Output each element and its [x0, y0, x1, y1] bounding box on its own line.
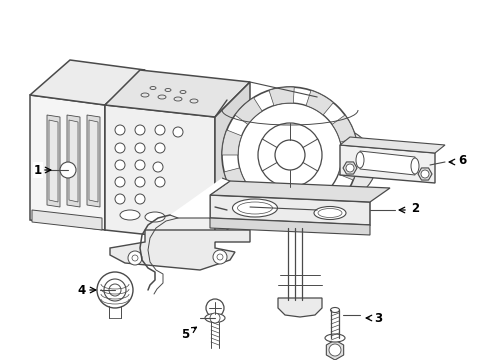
Ellipse shape — [150, 86, 156, 90]
Polygon shape — [49, 120, 58, 202]
Ellipse shape — [190, 99, 198, 103]
Circle shape — [97, 272, 133, 308]
Circle shape — [213, 250, 227, 264]
Circle shape — [115, 125, 125, 135]
Polygon shape — [306, 90, 333, 115]
Polygon shape — [318, 185, 345, 212]
Circle shape — [206, 299, 224, 317]
Text: 5: 5 — [181, 328, 189, 342]
Ellipse shape — [205, 314, 225, 323]
Polygon shape — [224, 168, 248, 195]
Circle shape — [132, 255, 138, 261]
Text: 3: 3 — [374, 311, 382, 324]
Circle shape — [329, 344, 341, 356]
Polygon shape — [210, 181, 390, 202]
Polygon shape — [69, 120, 78, 202]
Circle shape — [238, 103, 342, 207]
Ellipse shape — [120, 210, 140, 220]
Ellipse shape — [180, 90, 186, 94]
Ellipse shape — [318, 208, 342, 217]
Circle shape — [104, 279, 126, 301]
Polygon shape — [210, 195, 370, 225]
Circle shape — [346, 164, 354, 172]
Polygon shape — [170, 178, 230, 218]
Polygon shape — [360, 151, 415, 175]
Circle shape — [421, 170, 429, 178]
Ellipse shape — [330, 307, 340, 312]
Ellipse shape — [174, 97, 182, 101]
Ellipse shape — [314, 207, 346, 220]
Polygon shape — [89, 120, 98, 202]
Ellipse shape — [141, 93, 149, 97]
Polygon shape — [67, 115, 80, 207]
Circle shape — [115, 160, 125, 170]
Ellipse shape — [325, 334, 345, 342]
Polygon shape — [278, 298, 322, 317]
Polygon shape — [105, 70, 145, 230]
Circle shape — [128, 251, 142, 265]
Circle shape — [155, 177, 165, 187]
Polygon shape — [246, 195, 274, 220]
Circle shape — [115, 177, 125, 187]
Polygon shape — [326, 340, 343, 360]
Circle shape — [135, 177, 145, 187]
Polygon shape — [339, 155, 358, 180]
Polygon shape — [343, 162, 357, 174]
Ellipse shape — [356, 152, 364, 168]
Circle shape — [135, 160, 145, 170]
Text: 6: 6 — [458, 153, 466, 166]
Text: 4: 4 — [78, 284, 86, 297]
Polygon shape — [235, 98, 262, 125]
Circle shape — [135, 143, 145, 153]
Circle shape — [135, 194, 145, 204]
Ellipse shape — [165, 89, 171, 91]
Polygon shape — [47, 115, 60, 207]
Polygon shape — [332, 115, 356, 142]
Circle shape — [222, 87, 358, 223]
Polygon shape — [418, 168, 432, 180]
Circle shape — [153, 162, 163, 172]
Polygon shape — [340, 137, 445, 153]
Polygon shape — [30, 60, 145, 105]
Ellipse shape — [411, 158, 419, 174]
Circle shape — [115, 143, 125, 153]
Circle shape — [155, 125, 165, 135]
Circle shape — [258, 123, 322, 187]
Ellipse shape — [240, 121, 376, 209]
Polygon shape — [110, 230, 250, 270]
Circle shape — [275, 140, 305, 170]
Polygon shape — [269, 87, 294, 105]
Ellipse shape — [238, 202, 272, 214]
Ellipse shape — [232, 199, 277, 217]
Circle shape — [210, 313, 220, 323]
Circle shape — [135, 125, 145, 135]
Polygon shape — [210, 218, 370, 235]
Polygon shape — [32, 210, 102, 230]
Text: 1: 1 — [34, 163, 42, 176]
Polygon shape — [222, 130, 242, 155]
Polygon shape — [87, 115, 100, 207]
Polygon shape — [215, 82, 250, 242]
Circle shape — [115, 194, 125, 204]
Polygon shape — [105, 105, 215, 242]
Polygon shape — [340, 145, 435, 183]
Polygon shape — [286, 204, 311, 223]
Ellipse shape — [158, 95, 166, 99]
Circle shape — [155, 143, 165, 153]
Circle shape — [60, 162, 76, 178]
Circle shape — [173, 127, 183, 137]
Text: 2: 2 — [411, 202, 419, 215]
Polygon shape — [30, 95, 105, 230]
Circle shape — [109, 284, 121, 296]
Polygon shape — [105, 70, 250, 117]
Ellipse shape — [145, 212, 165, 222]
Circle shape — [217, 254, 223, 260]
